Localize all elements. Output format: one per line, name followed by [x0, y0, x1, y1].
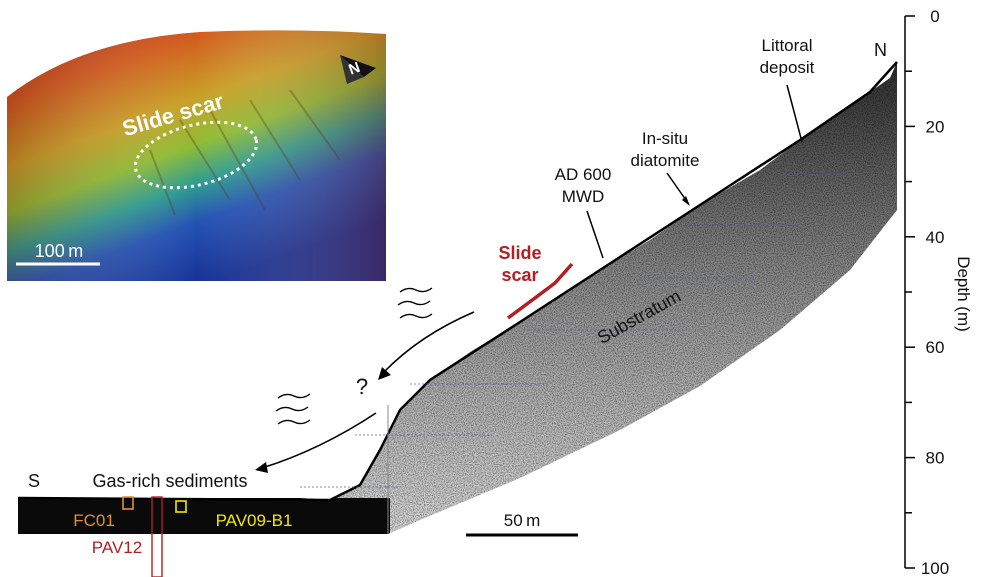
pav09-label: PAV09-B1 — [216, 511, 293, 530]
pav12-label: PAV12 — [92, 538, 142, 557]
depth-tick-label: 80 — [926, 449, 945, 468]
pav09-core-marker — [175, 500, 187, 513]
slide-scar-ellipse — [133, 120, 259, 190]
ad600-label-1: AD 600 — [555, 165, 612, 184]
littoral-pointer — [786, 84, 803, 143]
flow-arrow-lower-head-icon — [255, 462, 268, 473]
flow-arrow-lower — [261, 412, 377, 469]
fc01-label: FC01 — [73, 511, 115, 530]
question-mark: ? — [356, 374, 368, 399]
insitu-pointer-arrow-icon — [682, 196, 690, 206]
insitu-label-1: In-situ — [642, 129, 688, 148]
depth-axis-label: Depth (m) — [954, 256, 973, 332]
insitu-label-2: diatomite — [631, 151, 700, 170]
depth-tick-label: 20 — [926, 117, 945, 136]
reference-lines — [300, 174, 850, 488]
ad600-label-2: MWD — [562, 187, 604, 206]
flow-arrow-upper-head-icon — [378, 367, 391, 380]
wave-icon-upper — [397, 287, 433, 319]
scale-bar-label: 50 m — [504, 511, 540, 530]
inset-gully-lines — [149, 89, 341, 216]
fc01-core-marker — [122, 496, 134, 510]
seafloor-surface — [17, 61, 898, 502]
littoral-label-1: Littoral — [761, 36, 812, 55]
slide-scar-label-1: Slide — [498, 243, 541, 263]
pav12-core-marker — [151, 496, 163, 577]
slide-scar-line — [506, 262, 574, 320]
wave-icon-lower — [275, 393, 311, 425]
inset-scale-label: 100 m — [35, 241, 84, 261]
south-label: S — [28, 471, 40, 491]
flow-arrow-upper — [383, 311, 475, 373]
depth-tick-label: 100 — [921, 559, 949, 577]
slide-scar-label-2: scar — [501, 265, 538, 285]
north-arrow-icon: N — [340, 55, 376, 84]
depth-tick-label: 0 — [930, 7, 939, 26]
inset-map: Slide scar N 100 m — [7, 30, 386, 282]
depth-axis: 0 20 40 60 80 100 — [904, 7, 949, 577]
littoral-label-2: deposit — [760, 58, 815, 77]
ad600-pointer — [586, 210, 604, 259]
depth-tick-label: 60 — [926, 338, 945, 357]
gas-label: Gas-rich sediments — [92, 471, 247, 491]
north-label: N — [874, 40, 887, 60]
depth-tick-label: 40 — [926, 228, 945, 247]
